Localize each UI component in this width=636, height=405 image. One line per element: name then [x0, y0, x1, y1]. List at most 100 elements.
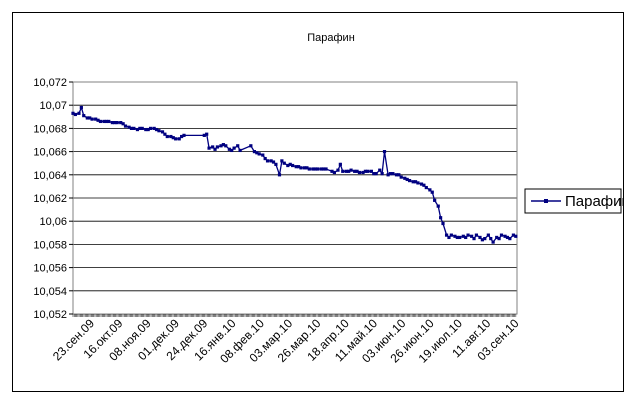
- data-point: [347, 169, 351, 173]
- data-point: [257, 152, 261, 156]
- data-point: [491, 240, 495, 244]
- data-point: [123, 124, 128, 128]
- data-point: [428, 188, 432, 192]
- data-point: [261, 153, 265, 157]
- data-point: [386, 173, 390, 177]
- y-tick-label: 10,06: [39, 216, 67, 228]
- data-point: [313, 167, 317, 171]
- data-point: [73, 112, 77, 117]
- data-point: [366, 169, 370, 173]
- data-point: [174, 137, 178, 141]
- data-point: [219, 144, 223, 148]
- data-point: [299, 166, 303, 170]
- data-point: [205, 132, 209, 136]
- data-point: [394, 173, 399, 177]
- data-point: [447, 235, 451, 240]
- data-point: [269, 159, 273, 163]
- data-point: [316, 167, 320, 171]
- data-point: [413, 180, 418, 184]
- data-point: [486, 233, 490, 237]
- data-point: [236, 144, 240, 148]
- data-point: [291, 163, 295, 168]
- data-point: [115, 121, 119, 125]
- data-point: [252, 150, 257, 154]
- data-point: [341, 169, 345, 173]
- data-point: [483, 237, 487, 241]
- data-point: [110, 121, 114, 125]
- data-point: [221, 143, 225, 147]
- data-point: [94, 117, 98, 121]
- data-point: [470, 234, 474, 238]
- data-point: [232, 146, 236, 150]
- data-point: [119, 121, 123, 125]
- data-point: [497, 237, 501, 241]
- data-point: [349, 168, 353, 172]
- data-point: [249, 144, 253, 148]
- data-point: [129, 126, 134, 130]
- y-tick-label: 10,072: [33, 77, 67, 89]
- legend: Парафин: [524, 188, 623, 214]
- data-point: [227, 147, 231, 151]
- y-tick-label: 10,062: [33, 193, 67, 205]
- data-point: [146, 127, 150, 132]
- data-point: [361, 170, 365, 175]
- data-point: [213, 147, 217, 151]
- data-point: [148, 126, 153, 130]
- chart-title: Парафин: [307, 32, 355, 44]
- data-point: [489, 237, 493, 241]
- data-point: [495, 235, 499, 240]
- data-point: [263, 156, 267, 161]
- data-point: [144, 127, 148, 132]
- data-point: [286, 163, 290, 168]
- data-point: [344, 169, 348, 173]
- data-point: [230, 148, 234, 153]
- data-point: [433, 198, 437, 202]
- y-tick-label: 10,058: [33, 239, 67, 251]
- data-point: [302, 166, 307, 170]
- data-point: [238, 148, 242, 153]
- data-point: [277, 173, 282, 177]
- data-point: [458, 235, 462, 240]
- data-point: [288, 162, 292, 166]
- data-point: [182, 133, 186, 137]
- data-point: [296, 165, 301, 169]
- y-tick-label: 10,054: [33, 286, 67, 298]
- data-point: [478, 235, 482, 240]
- data-point: [169, 134, 173, 139]
- data-point: [324, 167, 328, 171]
- data-point: [374, 172, 378, 176]
- data-point: [104, 119, 109, 124]
- data-point: [102, 119, 106, 124]
- data-point: [224, 144, 228, 148]
- data-point: [466, 233, 470, 237]
- data-point: [90, 117, 94, 121]
- data-point: [449, 233, 453, 237]
- data-point: [332, 170, 336, 175]
- data-point: [382, 150, 387, 154]
- data-point: [255, 151, 259, 155]
- data-point: [399, 175, 403, 179]
- y-tick-label: 10,066: [33, 147, 67, 159]
- data-point: [430, 190, 434, 194]
- data-point: [357, 170, 362, 175]
- data-point: [338, 162, 342, 166]
- data-point: [215, 145, 220, 149]
- y-tick-label: 10,052: [33, 309, 67, 321]
- data-point: [165, 134, 169, 139]
- data-point: [274, 162, 278, 166]
- data-point: [319, 167, 323, 171]
- data-point: [98, 119, 103, 124]
- data-point: [152, 126, 156, 130]
- data-point: [464, 235, 468, 240]
- data-point: [140, 126, 144, 130]
- data-point: [508, 237, 512, 241]
- data-point: [71, 111, 75, 115]
- data-point: [113, 121, 117, 125]
- data-point: [202, 133, 206, 137]
- data-point: [505, 235, 510, 240]
- data-point: [163, 132, 167, 136]
- data-point: [322, 167, 326, 171]
- data-point: [455, 235, 459, 240]
- data-point: [353, 169, 357, 173]
- data-point: [453, 234, 457, 238]
